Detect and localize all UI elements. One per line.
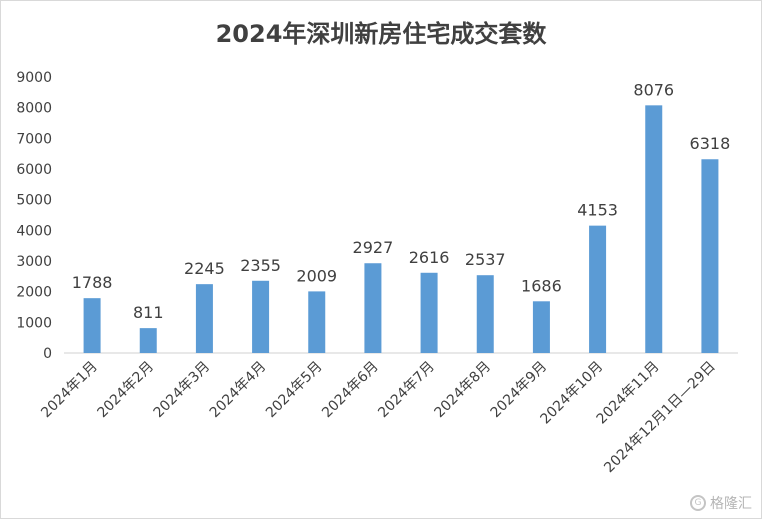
y-tick-label: 7000 xyxy=(16,131,52,147)
bar xyxy=(645,105,663,353)
x-tick-label: 2024年8月 xyxy=(431,359,494,422)
data-label: 811 xyxy=(133,303,164,322)
data-label: 1788 xyxy=(72,273,113,292)
chart-title: 2024年深圳新房住宅成交套数 xyxy=(215,20,547,48)
data-label: 2616 xyxy=(409,248,450,267)
gelonghui-logo-icon: G xyxy=(690,495,706,511)
y-tick-label: 3000 xyxy=(16,254,52,270)
y-tick-label: 4000 xyxy=(16,223,52,239)
data-label: 2245 xyxy=(184,259,225,278)
bar xyxy=(83,298,101,353)
bar xyxy=(420,272,438,353)
x-tick-label: 2024年3月 xyxy=(151,359,214,422)
y-tick-label: 8000 xyxy=(16,101,52,117)
data-label: 6318 xyxy=(690,134,731,153)
x-tick-label: 2024年12月1日—29日 xyxy=(601,359,719,477)
bar xyxy=(589,225,607,353)
bar xyxy=(532,301,550,353)
bar xyxy=(308,291,326,353)
y-tick-label: 1000 xyxy=(16,315,52,331)
bar xyxy=(476,275,494,353)
x-tick-label: 2024年1月 xyxy=(38,359,101,422)
data-label: 2355 xyxy=(240,256,281,275)
bar xyxy=(364,263,382,353)
x-tick-label: 2024年4月 xyxy=(207,359,270,422)
x-tick-label: 2024年7月 xyxy=(375,359,438,422)
x-tick-label: 2024年6月 xyxy=(319,359,382,422)
data-label: 1686 xyxy=(521,276,562,295)
y-tick-label: 2000 xyxy=(16,285,52,301)
y-tick-label: 0 xyxy=(43,346,52,362)
data-label: 4153 xyxy=(577,201,618,220)
y-tick-label: 9000 xyxy=(16,70,52,86)
y-tick-label: 5000 xyxy=(16,193,52,209)
data-label: 8076 xyxy=(633,80,674,99)
bar xyxy=(195,284,213,353)
x-tick-label: 2024年2月 xyxy=(94,359,157,422)
data-label: 2537 xyxy=(465,250,506,269)
watermark-text: 格隆汇 xyxy=(710,496,752,512)
watermark: G 格隆汇 xyxy=(690,493,752,513)
y-tick-label: 6000 xyxy=(16,162,52,178)
data-label: 2009 xyxy=(296,266,337,285)
x-tick-label: 2024年5月 xyxy=(263,359,326,422)
data-label: 2927 xyxy=(353,238,394,257)
bar xyxy=(252,280,270,353)
bar xyxy=(139,328,157,353)
bar xyxy=(701,159,719,353)
